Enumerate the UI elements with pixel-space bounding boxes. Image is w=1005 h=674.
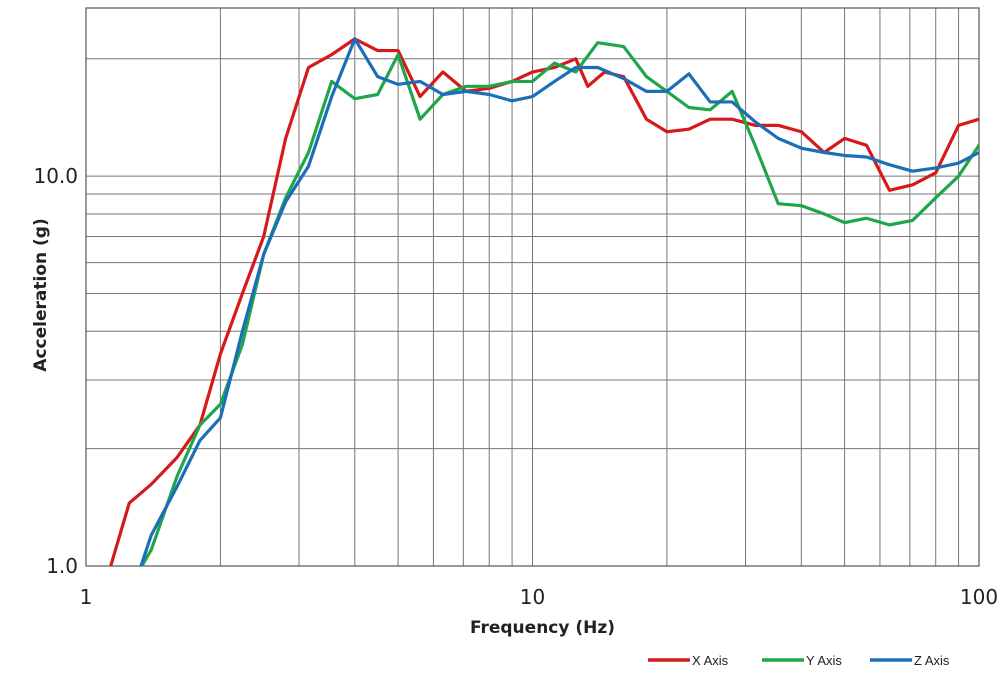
- plot-frame: [85, 7, 980, 567]
- x-tick-label: 10: [520, 585, 545, 609]
- series-line-z-axis: [139, 37, 979, 566]
- x-tick-label: 1: [80, 585, 93, 609]
- y-axis-label: Acceleration (g): [31, 218, 51, 371]
- y-tick-label: 1.0: [46, 554, 78, 578]
- legend-label: Z Axis: [914, 653, 950, 668]
- legend: X Axis Y Axis Z Axis: [648, 653, 950, 668]
- x-axis-ticks: 1 10 100: [80, 585, 998, 609]
- series-line-x-axis: [109, 37, 979, 566]
- x-tick-label: 100: [960, 585, 998, 609]
- x-axis-label: Frequency (Hz): [470, 618, 615, 638]
- legend-label: Y Axis: [806, 653, 842, 668]
- grid: [86, 8, 979, 566]
- y-tick-label: 10.0: [33, 164, 78, 188]
- y-axis-ticks: 1.0 10.0: [33, 164, 78, 578]
- legend-label: X Axis: [692, 653, 729, 668]
- series-line-y-axis: [139, 41, 979, 566]
- series-lines: [109, 37, 979, 566]
